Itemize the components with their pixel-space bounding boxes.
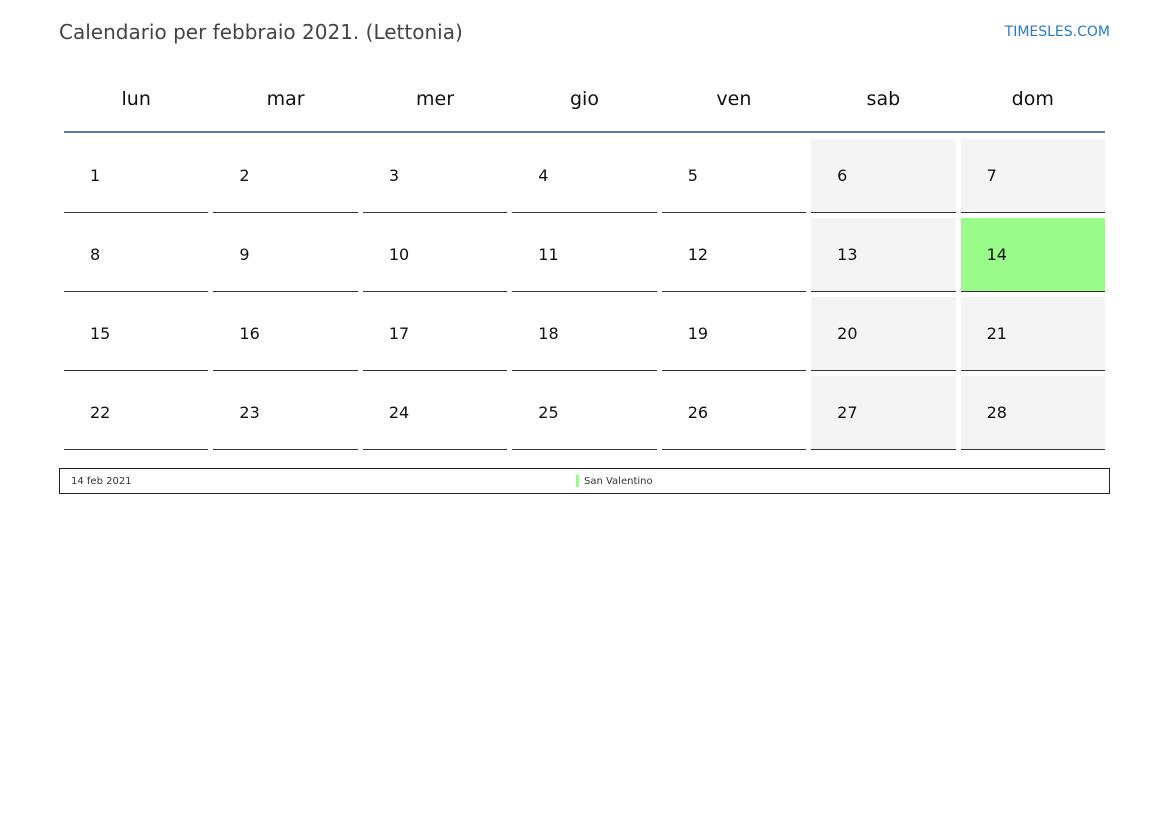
day-number: 26 <box>687 403 709 422</box>
day-number: 11 <box>538 245 559 264</box>
day-cell: 5 <box>661 139 807 213</box>
weekday-tue: mar <box>266 88 305 110</box>
day-cell: 10 <box>362 218 508 292</box>
legend-date: 14 feb 2021 <box>71 476 132 487</box>
day-cell: 17 <box>362 297 508 371</box>
day-cell: 26 <box>661 376 807 450</box>
weekday-header: lun mar mer gio ven sab dom <box>64 84 1105 114</box>
site-link[interactable]: TIMESLES.COM <box>1004 24 1110 40</box>
legend-color-marker <box>576 475 579 487</box>
day-number: 6 <box>837 166 848 185</box>
day-cell: 4 <box>512 139 657 213</box>
day-cell: 21 <box>960 297 1105 371</box>
day-number: 17 <box>388 324 410 343</box>
day-number: 10 <box>388 245 410 264</box>
day-cell: 7 <box>960 139 1105 213</box>
day-number: 22 <box>90 403 111 422</box>
day-number: 1 <box>90 166 101 185</box>
day-number: 20 <box>837 324 858 343</box>
calendar-grid: 1 2 3 4 5 6 7 8 9 10 11 12 13 14 15 16 17 18 19 20 21 22 23 24 2… <box>64 139 1105 450</box>
day-cell: 23 <box>213 376 358 450</box>
day-number: 16 <box>239 324 260 343</box>
day-number: 25 <box>538 403 559 422</box>
day-cell: 25 <box>512 376 657 450</box>
day-cell: 8 <box>64 218 209 292</box>
weekday-fri: ven <box>716 88 752 110</box>
day-cell: 24 <box>362 376 508 450</box>
day-cell: 28 <box>960 376 1105 450</box>
day-cell: 1 <box>64 139 209 213</box>
weekday-wed: mer <box>416 88 455 110</box>
day-number: 2 <box>239 166 250 185</box>
day-cell: 22 <box>64 376 209 450</box>
weekday-thu: gio <box>570 88 599 110</box>
day-number: 9 <box>239 245 250 264</box>
day-number: 21 <box>986 324 1007 343</box>
day-cell: 20 <box>811 297 956 371</box>
day-number: 4 <box>538 166 549 185</box>
day-number: 8 <box>90 245 101 264</box>
day-number: 27 <box>837 403 858 422</box>
day-number: 24 <box>388 403 410 422</box>
day-cell: 6 <box>811 139 956 213</box>
day-cell: 15 <box>64 297 209 371</box>
day-cell: 2 <box>213 139 358 213</box>
day-cell-holiday: 14 <box>960 218 1105 292</box>
day-number: 5 <box>687 166 698 185</box>
day-number: 19 <box>687 324 709 343</box>
day-number: 15 <box>90 324 111 343</box>
page-title: Calendario per febbraio 2021. (Lettonia) <box>59 20 463 44</box>
header-divider <box>64 131 1105 133</box>
day-number: 23 <box>239 403 260 422</box>
legend-holiday-name: San Valentino <box>584 476 653 487</box>
day-cell: 18 <box>512 297 657 371</box>
holiday-legend: 14 feb 2021 San Valentino <box>59 468 1110 494</box>
day-number: 12 <box>687 245 709 264</box>
day-number: 7 <box>986 166 997 185</box>
weekday-sat: sab <box>866 88 901 110</box>
day-number: 28 <box>986 403 1007 422</box>
day-cell: 13 <box>811 218 956 292</box>
weekday-sun: dom <box>1011 88 1054 110</box>
day-cell: 27 <box>811 376 956 450</box>
day-cell: 12 <box>661 218 807 292</box>
weekday-mon: lun <box>121 88 151 110</box>
day-cell: 11 <box>512 218 657 292</box>
day-number: 14 <box>986 245 1007 264</box>
day-cell: 19 <box>661 297 807 371</box>
day-cell: 3 <box>362 139 508 213</box>
day-number: 3 <box>388 166 400 185</box>
day-number: 13 <box>837 245 858 264</box>
day-cell: 16 <box>213 297 358 371</box>
day-number: 18 <box>538 324 559 343</box>
day-cell: 9 <box>213 218 358 292</box>
